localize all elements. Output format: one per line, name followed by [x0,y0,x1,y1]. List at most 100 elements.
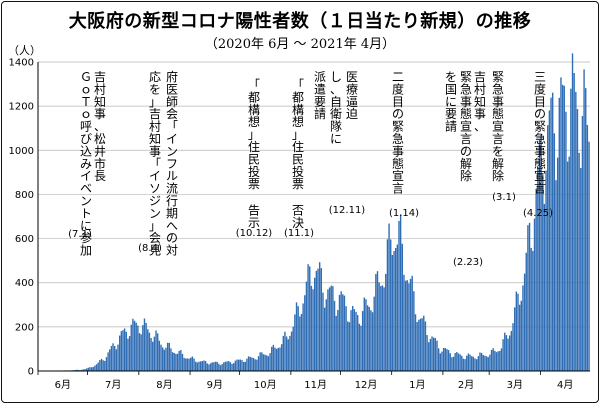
bar [168,342,170,371]
bar [467,353,470,371]
bar [138,333,141,371]
annotation-char: 「 [292,78,304,92]
bar [269,353,271,371]
annotation-char: 長 [94,169,106,183]
bar [199,361,202,371]
bar [209,363,212,371]
bar [84,369,86,371]
bar [356,315,359,371]
annotation-date: (3.1) [492,192,516,203]
annotation-char: 票 [292,177,304,191]
annotation-char: 宣 [460,119,472,134]
bar [371,312,374,371]
y-axis-ticks: 0 200 400 600 800 1000 1200 1400 [9,58,34,378]
bar [547,125,549,371]
bar [393,251,395,371]
annotation-char: Ｇ [80,70,92,84]
bar [226,361,228,371]
bar [166,342,169,371]
bar [446,349,448,371]
annotation-char: 事 [94,107,106,121]
bar [203,360,205,371]
annotation-char: 投 [248,164,260,179]
bar [252,357,255,371]
bar [261,352,263,371]
annotation-char: 行 [166,194,178,208]
bar [158,340,161,371]
bar [576,109,579,372]
annotation-char: 緊 [534,120,546,134]
bar [394,248,397,371]
bar [494,350,496,371]
bar [117,344,119,371]
annotation-char: 事 [492,95,504,109]
bar [518,304,521,371]
bar [74,369,76,371]
annotation-char: 「 [248,78,260,92]
bar [543,203,546,371]
bar [176,353,179,371]
bar [355,311,357,371]
bar [500,348,503,371]
bar [421,318,423,371]
annotation-char: の [460,144,472,158]
bar [125,331,127,371]
annotation-char: 解 [460,157,472,171]
bar [216,361,218,371]
bar [140,334,142,371]
annotation-char: 込 [80,144,92,158]
annotation-char: 否 [292,204,304,218]
bar [366,305,369,371]
bar [165,347,167,371]
annotation-char: 知 [474,95,486,109]
bar [201,361,204,371]
bar [399,214,402,371]
annotation-char: 度 [534,81,546,96]
annotation-char: 決 [292,216,304,230]
annotation-char: 市 [94,156,106,171]
annotation-char: の [392,107,404,121]
axes [37,62,590,372]
bar [137,325,139,371]
bar [102,360,104,371]
annotation-char: ン [80,194,92,208]
bar [398,220,400,371]
bar [381,285,384,371]
bar [271,346,273,371]
bar [466,355,468,371]
bar [542,176,544,371]
bar [282,335,285,371]
bar [469,354,471,371]
bar [292,326,294,371]
bar [185,358,187,371]
bar [214,361,217,371]
annotation-char: 師 [166,95,178,109]
bar [471,356,473,371]
bar [507,338,509,371]
bar [475,359,478,371]
annotation-char: 目 [392,95,404,109]
bar [461,355,463,371]
bar [352,305,354,371]
bar [456,351,458,371]
bar [94,365,96,371]
bar [560,77,562,371]
bar [439,353,442,371]
bar [287,339,289,371]
annotation-char: 流 [166,182,178,196]
annotation-char: み [80,157,92,171]
annotation-char: イ [149,169,161,183]
bar [566,161,569,371]
bar [196,362,199,371]
annotation-char: 隊 [330,119,342,134]
y-tick-label: 200 [15,322,34,333]
annotation-char: 態 [392,156,404,171]
annotation-char: 、 [94,120,106,134]
annotation-char: 見 [149,244,161,258]
annotation-char: 宣 [392,168,404,183]
bar [325,299,327,371]
bar [378,282,380,371]
bar [300,313,303,371]
bar [426,335,428,371]
